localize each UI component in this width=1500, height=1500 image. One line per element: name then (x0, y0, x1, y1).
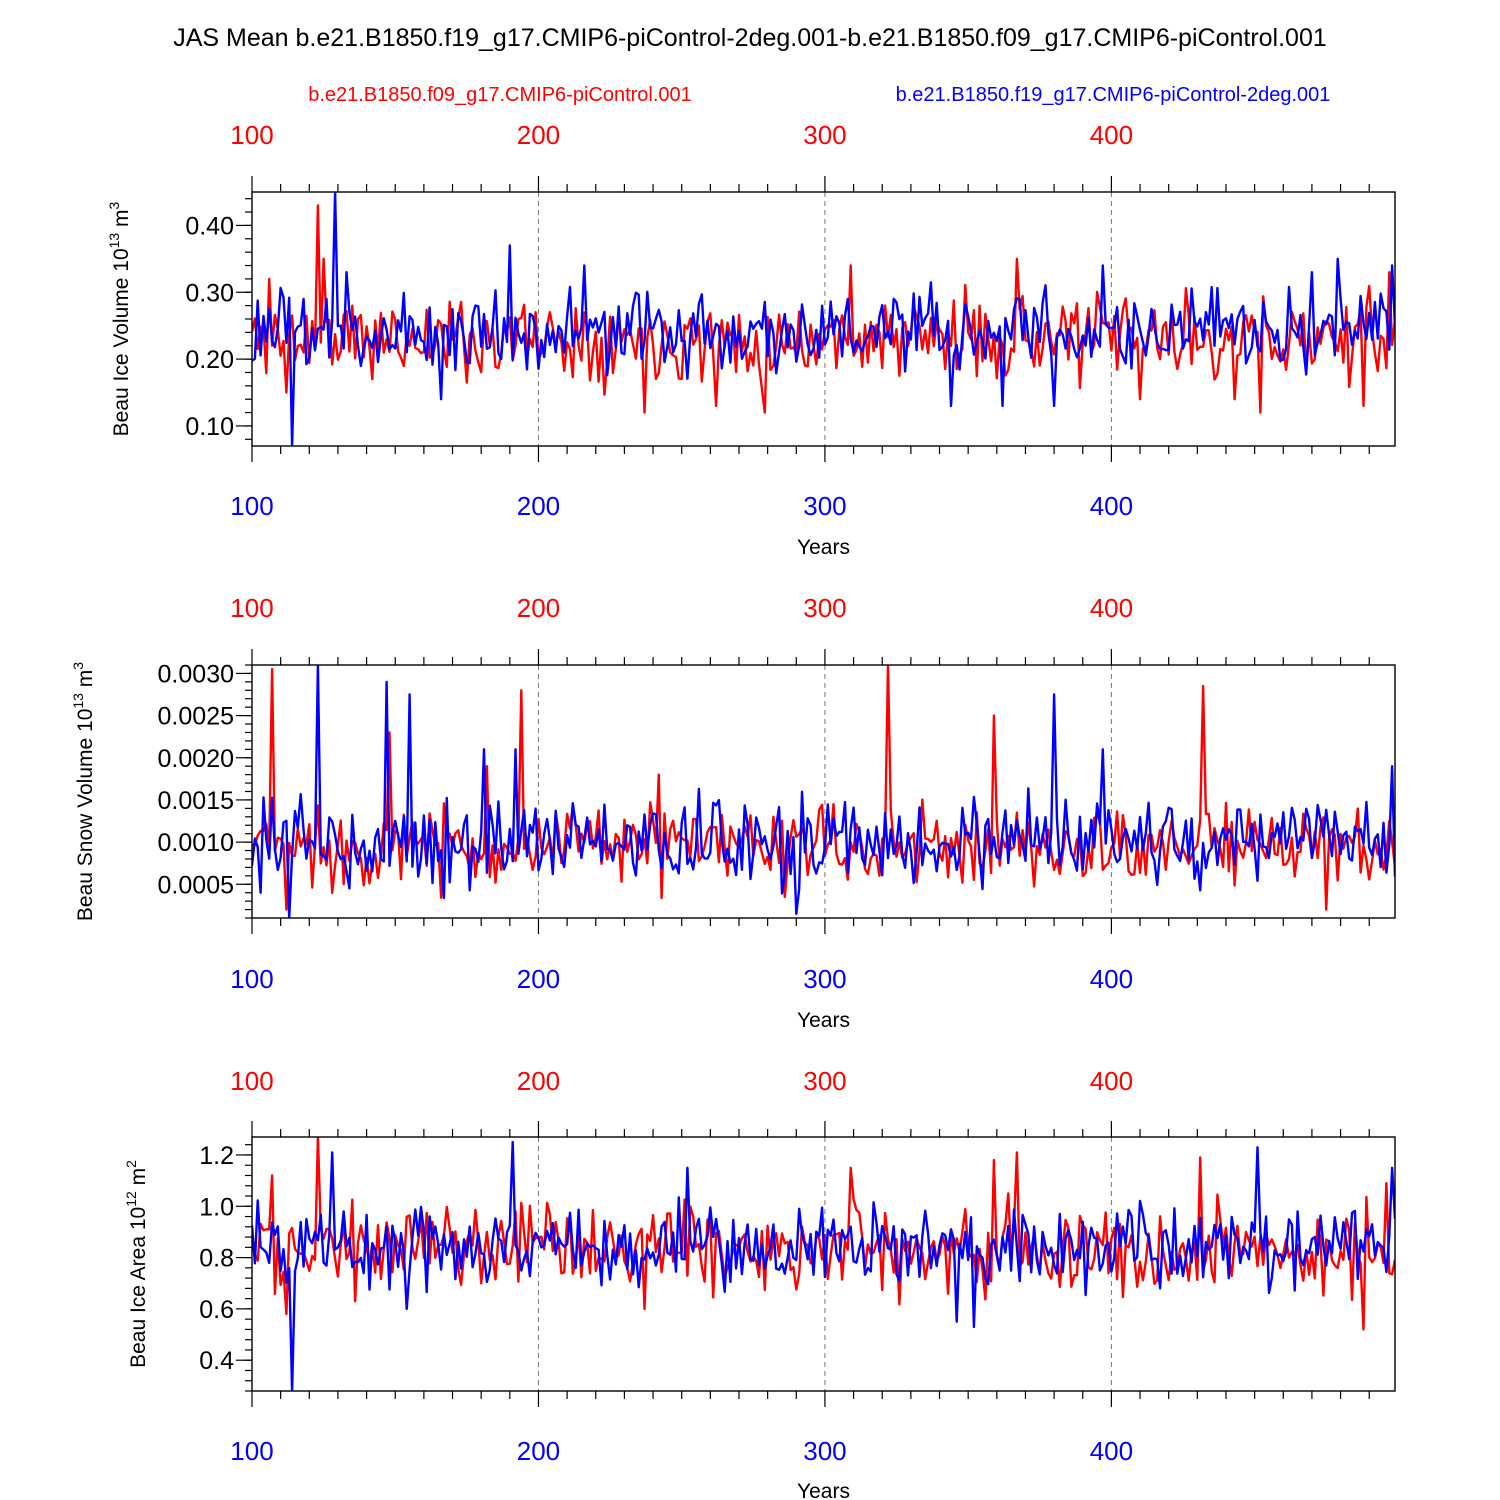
snow-volume-y-tick-label: 0.0025 (158, 703, 234, 731)
snow-volume-plot-frame (251, 664, 1396, 919)
ice-area-bottom-tick-label: 200 (517, 1436, 560, 1466)
ice-area-plot-frame (251, 1136, 1396, 1392)
ice-area-bottom-tick-label: 400 (1090, 1436, 1133, 1466)
ice-volume-top-tick-label: 200 (517, 120, 560, 150)
ice-volume-x-axis-label: Years (797, 536, 850, 559)
ice-volume-y-axis-label: Beau Ice Volume 1013 m3 (106, 201, 133, 436)
snow-volume-series-blue (252, 665, 1395, 918)
ice-area-top-tick-label: 400 (1090, 1066, 1133, 1096)
ice-area-y-tick-label: 0.6 (199, 1296, 234, 1324)
ice-area-y-tick-label: 0.8 (199, 1245, 234, 1273)
ice-area-y-tick-label: 1.0 (199, 1193, 234, 1221)
snow-volume-top-tick-label: 400 (1090, 593, 1133, 623)
ice-volume-bottom-tick-label: 200 (517, 491, 560, 521)
ice-volume-top-tick-label: 400 (1090, 120, 1133, 150)
snow-volume-bottom-tick-label: 400 (1090, 964, 1133, 994)
ice-area-panel: 100 100 200 200 300 300 400 400 0.4 0.6 0.8 1.0 1.2 Y… (123, 1066, 1396, 1500)
snow-volume-panel: 100 100 200 200 300 300 400 400 0.0005 0.0010 0.00… (70, 593, 1396, 1032)
snow-volume-top-tick-label: 200 (517, 593, 560, 623)
ice-volume-bottom-tick-label: 400 (1090, 491, 1133, 521)
ice-area-y-axis-label: Beau Ice Area 1012 m2 (123, 1160, 150, 1368)
ice-area-top-tick-label: 100 (230, 1066, 273, 1096)
ice-area-bottom-tick-label: 300 (803, 1436, 846, 1466)
ice-area-top-tick-label: 200 (517, 1066, 560, 1096)
ice-volume-y-tick-label: 0.40 (185, 212, 234, 240)
ice-volume-bottom-tick-label: 100 (230, 491, 273, 521)
snow-volume-y-tick-label: 0.0015 (158, 787, 234, 815)
ice-area-x-axis-label: Years (797, 1480, 850, 1500)
ice-volume-y-tick-label: 0.10 (185, 413, 234, 441)
ice-volume-y-tick-label: 0.20 (185, 346, 234, 374)
snow-volume-x-axis-label: Years (797, 1009, 850, 1032)
ice-volume-panel: 100 100 200 200 300 300 400 400 0.10 0.20 0.30 0.40… (106, 120, 1396, 559)
legend-blue-label: b.e21.B1850.f19_g17.CMIP6-piControl-2deg… (896, 84, 1331, 106)
ice-volume-y-tick-label: 0.30 (185, 279, 234, 307)
ice-area-bottom-tick-label: 100 (230, 1436, 273, 1466)
ice-volume-series-blue (252, 192, 1395, 446)
snow-volume-top-tick-label: 100 (230, 593, 273, 623)
ice-area-series-blue (252, 1140, 1395, 1391)
figure-title: JAS Mean b.e21.B1850.f19_g17.CMIP6-piCon… (173, 24, 1327, 52)
legend-red-label: b.e21.B1850.f09_g17.CMIP6-piControl.001 (308, 84, 692, 106)
ice-area-y-tick-label: 0.4 (199, 1347, 234, 1375)
snow-volume-bottom-tick-label: 300 (803, 964, 846, 994)
snow-volume-y-tick-label: 0.0005 (158, 871, 234, 899)
ice-area-top-tick-label: 300 (803, 1066, 846, 1096)
snow-volume-y-tick-label: 0.0030 (158, 660, 234, 688)
snow-volume-bottom-tick-label: 200 (517, 964, 560, 994)
snow-volume-y-tick-label: 0.0010 (158, 829, 234, 857)
snow-volume-y-tick-label: 0.0020 (158, 745, 234, 773)
ice-volume-top-tick-label: 100 (230, 120, 273, 150)
snow-volume-y-axis-label: Beau Snow Volume 1013 m3 (70, 662, 97, 921)
ice-area-y-tick-label: 1.2 (199, 1142, 234, 1170)
ice-volume-bottom-tick-label: 300 (803, 491, 846, 521)
snow-volume-series-red (252, 665, 1395, 911)
snow-volume-bottom-tick-label: 100 (230, 964, 273, 994)
ice-volume-top-tick-label: 300 (803, 120, 846, 150)
snow-volume-top-tick-label: 300 (803, 593, 846, 623)
panels: 1001002002003003004004000.100.200.300.40… (70, 120, 1396, 1500)
